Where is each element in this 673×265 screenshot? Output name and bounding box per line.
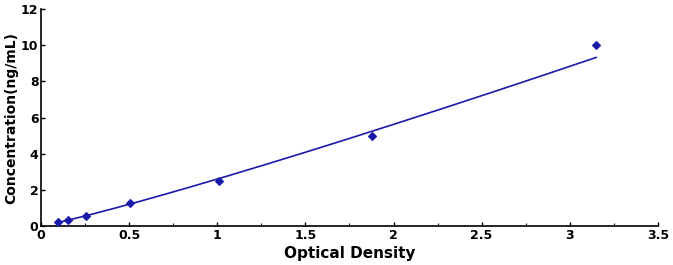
Y-axis label: Concentration(ng/mL): Concentration(ng/mL) — [4, 32, 18, 204]
X-axis label: Optical Density: Optical Density — [284, 246, 415, 261]
